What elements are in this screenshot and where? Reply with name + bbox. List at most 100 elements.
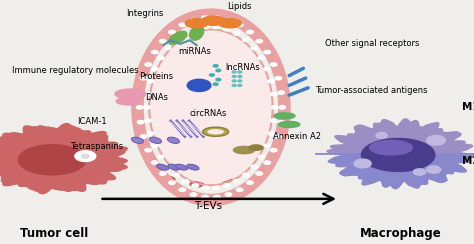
Ellipse shape [190, 26, 204, 40]
Ellipse shape [361, 138, 435, 171]
Text: Tumor cell: Tumor cell [20, 226, 89, 240]
Polygon shape [315, 154, 474, 189]
Ellipse shape [278, 121, 300, 127]
Circle shape [145, 92, 151, 96]
Circle shape [145, 63, 152, 66]
Ellipse shape [168, 164, 180, 170]
Ellipse shape [190, 182, 203, 187]
Circle shape [137, 106, 143, 109]
Polygon shape [327, 119, 474, 189]
Circle shape [213, 65, 218, 67]
Circle shape [238, 75, 242, 77]
Ellipse shape [175, 164, 188, 170]
Circle shape [151, 51, 158, 54]
Circle shape [145, 148, 152, 152]
Text: Proteins: Proteins [139, 72, 173, 81]
Text: Annexin A2: Annexin A2 [273, 132, 320, 141]
Circle shape [75, 151, 96, 162]
Circle shape [173, 38, 179, 41]
Circle shape [179, 188, 186, 192]
Circle shape [246, 30, 253, 34]
Circle shape [264, 144, 271, 147]
Circle shape [236, 23, 243, 27]
Ellipse shape [185, 19, 208, 28]
Circle shape [236, 188, 243, 192]
Circle shape [238, 71, 242, 73]
Circle shape [264, 161, 271, 164]
Circle shape [202, 195, 209, 199]
Circle shape [256, 40, 263, 43]
Circle shape [223, 28, 230, 31]
Circle shape [151, 67, 158, 71]
Circle shape [216, 69, 221, 72]
Circle shape [192, 184, 199, 187]
Ellipse shape [233, 146, 255, 154]
Ellipse shape [149, 137, 162, 143]
Circle shape [270, 63, 277, 66]
Circle shape [151, 144, 158, 147]
Text: DNAs: DNAs [145, 93, 168, 102]
Ellipse shape [208, 129, 224, 134]
Ellipse shape [249, 145, 263, 150]
Circle shape [182, 32, 189, 35]
Circle shape [223, 184, 230, 187]
Circle shape [213, 25, 219, 29]
Circle shape [157, 56, 164, 60]
Circle shape [246, 181, 253, 184]
Circle shape [213, 186, 219, 189]
Text: lncRNAs: lncRNAs [225, 63, 260, 71]
Circle shape [213, 195, 220, 199]
Circle shape [192, 28, 199, 31]
Ellipse shape [18, 145, 86, 175]
Circle shape [232, 84, 236, 86]
Circle shape [137, 121, 144, 124]
Ellipse shape [167, 137, 180, 143]
Circle shape [159, 40, 166, 43]
Circle shape [258, 56, 264, 60]
Circle shape [271, 119, 277, 122]
Circle shape [182, 180, 189, 183]
Circle shape [427, 166, 441, 173]
Circle shape [164, 165, 171, 168]
Circle shape [147, 132, 154, 135]
Circle shape [264, 67, 271, 71]
Circle shape [275, 76, 282, 80]
Circle shape [251, 165, 257, 168]
Circle shape [278, 91, 284, 94]
Circle shape [140, 76, 147, 80]
Circle shape [272, 106, 278, 109]
Circle shape [173, 173, 179, 177]
Circle shape [145, 119, 151, 122]
Ellipse shape [187, 164, 199, 170]
Circle shape [243, 38, 249, 41]
Circle shape [169, 181, 175, 184]
Circle shape [354, 159, 371, 168]
Ellipse shape [131, 137, 144, 143]
Circle shape [278, 121, 284, 124]
Circle shape [275, 135, 282, 138]
Ellipse shape [151, 31, 271, 183]
Circle shape [225, 19, 232, 22]
Ellipse shape [219, 19, 241, 28]
Circle shape [159, 172, 166, 175]
Circle shape [264, 51, 271, 54]
Circle shape [137, 91, 144, 94]
Text: Lipids: Lipids [227, 2, 252, 10]
Text: T-EVs: T-EVs [194, 201, 223, 211]
Circle shape [232, 71, 236, 73]
Ellipse shape [116, 98, 140, 105]
Circle shape [256, 172, 263, 175]
Text: Macrophage: Macrophage [360, 226, 441, 240]
Circle shape [238, 84, 242, 86]
Circle shape [202, 25, 209, 29]
Circle shape [190, 19, 197, 22]
Ellipse shape [156, 164, 169, 170]
Circle shape [268, 80, 275, 83]
Circle shape [147, 80, 154, 83]
Circle shape [164, 46, 171, 50]
Circle shape [413, 169, 426, 175]
Circle shape [144, 106, 150, 109]
Circle shape [270, 148, 277, 152]
Circle shape [243, 173, 249, 177]
Text: miRNAs: miRNAs [178, 47, 211, 56]
